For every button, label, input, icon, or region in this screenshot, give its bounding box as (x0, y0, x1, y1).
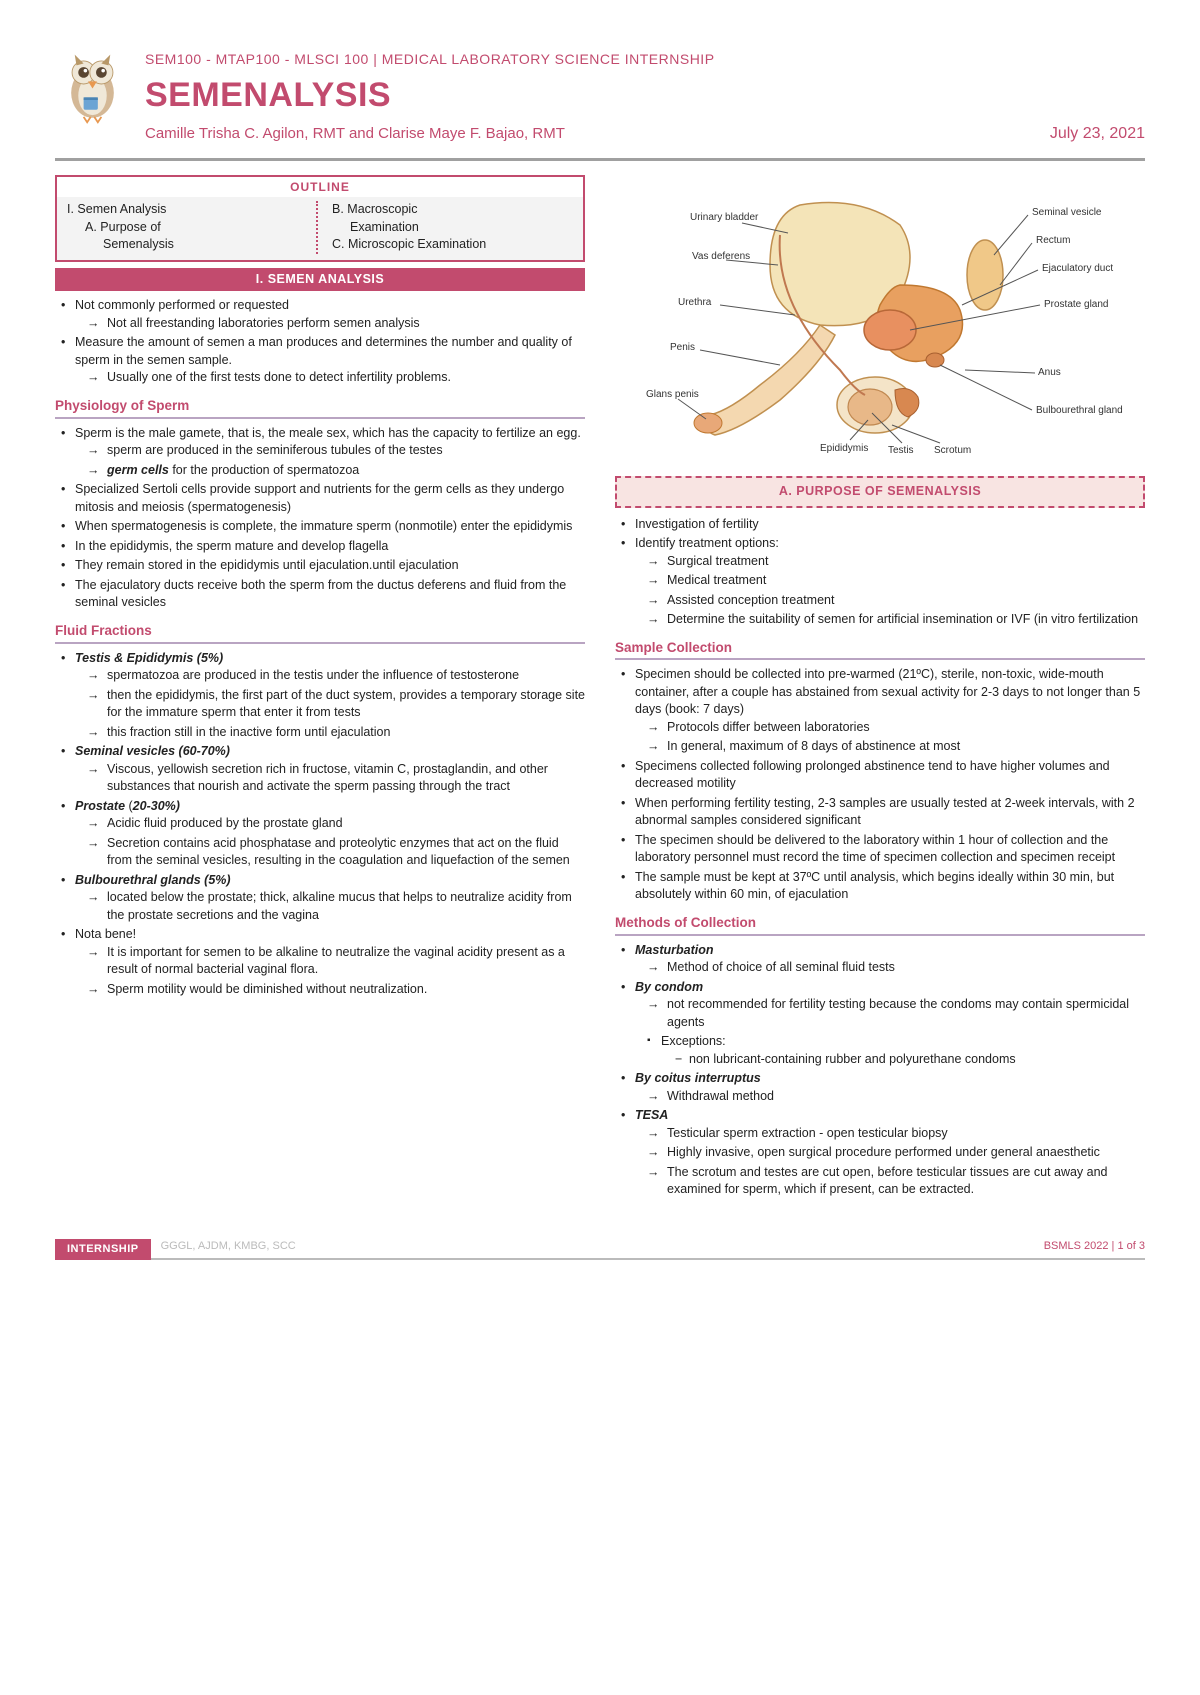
list-item: Identify treatment options: Surgical tre… (621, 535, 1145, 629)
list-item: Viscous, yellowish secretion rich in fru… (87, 761, 585, 796)
list-item: Not all freestanding laboratories perfor… (87, 315, 585, 333)
list-item: Investigation of fertility (621, 516, 1145, 534)
diagram-label: Seminal vesicle (1032, 207, 1102, 218)
list-item: Not commonly performed or requested Not … (61, 297, 585, 332)
subheading: Fluid Fractions (55, 622, 585, 644)
list-item: The ejaculatory ducts receive both the s… (61, 577, 585, 612)
list-item: Usually one of the first tests done to d… (87, 369, 585, 387)
footer-page: BSMLS 2022 | 1 of 3 (1024, 1239, 1145, 1259)
diagram-label: Penis (670, 342, 695, 353)
list-item: The specimen should be delivered to the … (621, 832, 1145, 867)
list-item: Testicular sperm extraction - open testi… (647, 1125, 1145, 1143)
list-item: Medical treatment (647, 572, 1145, 590)
outline-item: C. Microscopic Examination (332, 236, 573, 254)
diagram-label: Glans penis (646, 389, 699, 400)
list-item: Seminal vesicles (60-70%) Viscous, yello… (61, 743, 585, 796)
list-item: The scrotum and testes are cut open, bef… (647, 1164, 1145, 1199)
list-item: this fraction still in the inactive form… (87, 724, 585, 742)
list-item: not recommended for fertility testing be… (647, 996, 1145, 1031)
list-item: Specimen should be collected into pre-wa… (621, 666, 1145, 756)
list-item: When spermatogenesis is complete, the im… (61, 518, 585, 536)
list-item: Specialized Sertoli cells provide suppor… (61, 481, 585, 516)
list-item: Sperm motility would be diminished witho… (87, 981, 585, 999)
subheading: Sample Collection (615, 639, 1145, 661)
diagram-label: Prostate gland (1044, 299, 1109, 310)
outline-heading: OUTLINE (57, 177, 583, 198)
list-item: Masturbation Method of choice of all sem… (621, 942, 1145, 977)
diagram-label: Testis (888, 445, 914, 455)
outline-item: Semenalysis (67, 236, 308, 254)
subheading: Physiology of Sperm (55, 397, 585, 419)
section-box: A. PURPOSE OF SEMENALYSIS (615, 476, 1145, 508)
list-item: Method of choice of all seminal fluid te… (647, 959, 1145, 977)
list-item: sperm are produced in the seminiferous t… (87, 442, 585, 460)
list-item: germ cells for the production of spermat… (87, 462, 585, 480)
list-item: non lubricant-containing rubber and poly… (675, 1051, 1145, 1069)
list-item: Prostate (20-30%) Acidic fluid produced … (61, 798, 585, 870)
list-item: Highly invasive, open surgical procedure… (647, 1144, 1145, 1162)
anatomy-diagram-icon: Urinary bladder Vas deferens Urethra Pen… (615, 175, 1145, 455)
list-item: TESA Testicular sperm extraction - open … (621, 1107, 1145, 1199)
list-item: Exceptions: non lubricant-containing rub… (647, 1033, 1145, 1068)
list-item: In general, maximum of 8 days of abstine… (647, 738, 1145, 756)
list-item: Protocols differ between laboratories (647, 719, 1145, 737)
list-item: located below the prostate; thick, alkal… (87, 889, 585, 924)
diagram-label: Epididymis (820, 443, 868, 454)
document-date: July 23, 2021 (1050, 123, 1145, 145)
list-item: The sample must be kept at 37ºC until an… (621, 869, 1145, 904)
diagram-label: Rectum (1036, 235, 1070, 246)
list-item: Measure the amount of semen a man produc… (61, 334, 585, 387)
list-item: then the epididymis, the first part of t… (87, 687, 585, 722)
outline-box: OUTLINE I. Semen Analysis A. Purpose of … (55, 175, 585, 262)
list-item: Determine the suitability of semen for a… (647, 611, 1145, 629)
page-title: SEMENALYSIS (145, 72, 1145, 120)
owl-logo-icon (55, 44, 130, 124)
authors: Camille Trisha C. Agilon, RMT and Claris… (145, 123, 565, 144)
list-item: Acidic fluid produced by the prostate gl… (87, 815, 585, 833)
list-item: By coitus interruptus Withdrawal method (621, 1070, 1145, 1105)
outline-item: I. Semen Analysis (67, 201, 308, 219)
list-item: By condom not recommended for fertility … (621, 979, 1145, 1069)
diagram-label: Bulbourethral gland (1036, 405, 1123, 416)
footer-credits: GGGL, AJDM, KMBG, SCC (151, 1239, 1024, 1259)
subheading: Methods of Collection (615, 914, 1145, 936)
list-item: Assisted conception treatment (647, 592, 1145, 610)
diagram-label: Urethra (678, 297, 712, 308)
page-footer: INTERNSHIP GGGL, AJDM, KMBG, SCC BSMLS 2… (55, 1239, 1145, 1260)
list-item: They remain stored in the epididymis unt… (61, 557, 585, 575)
left-column: OUTLINE I. Semen Analysis A. Purpose of … (55, 175, 585, 1209)
list-item: It is important for semen to be alkaline… (87, 944, 585, 979)
course-code: SEM100 - MTAP100 - MLSCI 100 | MEDICAL L… (145, 50, 1145, 70)
list-item: Withdrawal method (647, 1088, 1145, 1106)
section-bar: I. SEMEN ANALYSIS (55, 268, 585, 292)
list-item: Testis & Epididymis (5%) spermatozoa are… (61, 650, 585, 742)
list-item: In the epididymis, the sperm mature and … (61, 538, 585, 556)
diagram-label: Anus (1038, 367, 1061, 378)
outline-item: Examination (332, 219, 573, 237)
diagram-label: Urinary bladder (690, 212, 759, 223)
outline-item: B. Macroscopic (332, 201, 573, 219)
list-item: Secretion contains acid phosphatase and … (87, 835, 585, 870)
diagram-label: Vas deferens (692, 251, 750, 262)
outline-item: A. Purpose of (67, 219, 308, 237)
diagram-label: Ejaculatory duct (1042, 263, 1113, 274)
list-item: Bulbourethral glands (5%) located below … (61, 872, 585, 925)
list-item: spermatozoa are produced in the testis u… (87, 667, 585, 685)
diagram-label: Scrotum (934, 445, 971, 455)
footer-tag: INTERNSHIP (55, 1239, 151, 1260)
page-header: SEM100 - MTAP100 - MLSCI 100 | MEDICAL L… (55, 50, 1145, 161)
right-column: Urinary bladder Vas deferens Urethra Pen… (615, 175, 1145, 1209)
list-item: Specimens collected following prolonged … (621, 758, 1145, 793)
list-item: Nota bene! It is important for semen to … (61, 926, 585, 998)
list-item: Surgical treatment (647, 553, 1145, 571)
list-item: Sperm is the male gamete, that is, the m… (61, 425, 585, 480)
list-item: When performing fertility testing, 2-3 s… (621, 795, 1145, 830)
